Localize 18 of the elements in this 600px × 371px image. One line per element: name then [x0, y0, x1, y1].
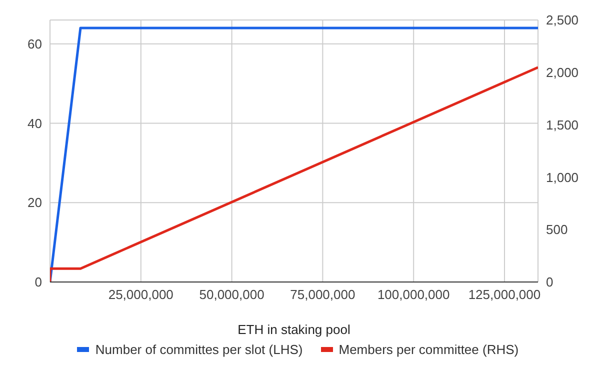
y-tick-label: 60 [28, 36, 42, 52]
y2-tick-label: 0 [546, 274, 554, 290]
y2-tick-label: 2,500 [546, 12, 579, 28]
legend-label: Members per committee (RHS) [338, 342, 519, 357]
x-tick-label: 125,000,000 [468, 287, 541, 302]
legend-label: Number of committes per slot (LHS) [95, 342, 303, 357]
y2-tick-label: 1,500 [546, 117, 579, 132]
x-tick-label: 100,000,000 [377, 287, 450, 302]
x-tick-label: 25,000,000 [108, 287, 174, 302]
x-tick-label: 50,000,000 [199, 287, 264, 302]
y-tick-label: 40 [28, 116, 42, 131]
x-tick-label: 75,000,000 [290, 287, 356, 302]
y2-tick-label: 1,000 [546, 170, 579, 185]
y-tick-label: 0 [34, 274, 42, 290]
y2-tick-label: 500 [546, 222, 568, 238]
y2-tick-label: 2,000 [546, 65, 579, 80]
y-tick-label: 20 [28, 195, 42, 210]
x-axis-title: ETH in staking pool [238, 322, 350, 337]
